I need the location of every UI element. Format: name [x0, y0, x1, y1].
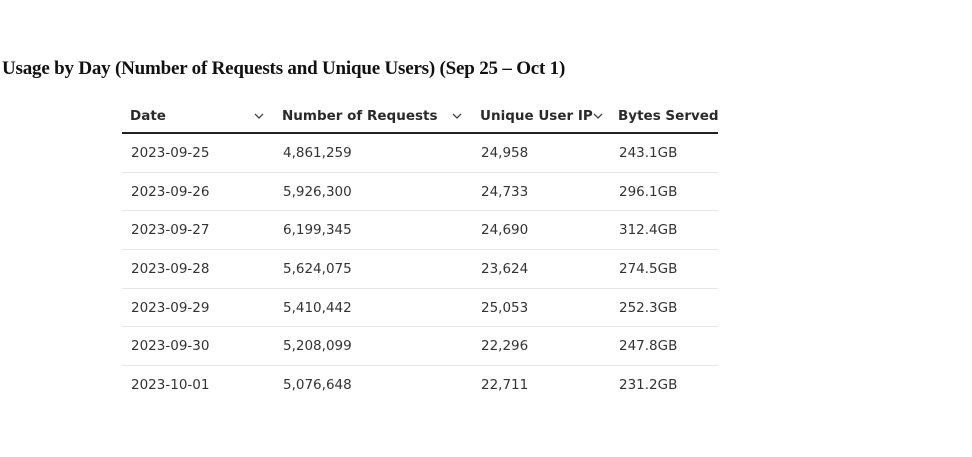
cell-unique-ip: 24,958: [481, 144, 529, 161]
column-header-label: Unique User IP: [480, 108, 593, 124]
table-body: 2023-09-25 4,861,259 24,958 243.1GB 2023…: [122, 134, 718, 404]
cell-date: 2023-09-25: [131, 144, 210, 161]
cell-requests: 6,199,345: [283, 222, 352, 239]
cell-date: 2023-10-01: [131, 376, 210, 393]
cell-bytes: 243.1GB: [619, 144, 678, 161]
column-header-requests[interactable]: Number of Requests: [274, 108, 472, 124]
cell-date: 2023-09-29: [131, 299, 210, 316]
column-header-label: Bytes Served: [618, 108, 719, 124]
usage-table: Date Number of Requests Unique User IP B…: [122, 100, 719, 404]
cell-unique-ip: 22,296: [481, 338, 529, 355]
cell-date: 2023-09-27: [131, 222, 210, 239]
table-row: 2023-10-01 5,076,648 22,711 231.2GB: [122, 366, 718, 404]
cell-unique-ip: 25,053: [481, 299, 529, 316]
cell-date: 2023-09-30: [131, 338, 210, 355]
table-row: 2023-09-26 5,926,300 24,733 296.1GB: [122, 173, 718, 212]
table-header: Date Number of Requests Unique User IP B…: [122, 100, 719, 134]
cell-requests: 5,076,648: [283, 376, 352, 393]
cell-requests: 5,410,442: [283, 299, 352, 316]
table-row: 2023-09-25 4,861,259 24,958 243.1GB: [122, 134, 718, 173]
cell-requests: 5,624,075: [283, 260, 352, 277]
chevron-down-icon[interactable]: [254, 113, 264, 119]
column-header-bytes[interactable]: Bytes Served: [610, 108, 719, 124]
table-row: 2023-09-29 5,410,442 25,053 252.3GB: [122, 289, 718, 328]
cell-bytes: 252.3GB: [619, 299, 678, 316]
table-row: 2023-09-28 5,624,075 23,624 274.5GB: [122, 250, 718, 289]
cell-unique-ip: 22,711: [481, 376, 529, 393]
cell-bytes: 231.2GB: [619, 376, 678, 393]
table-row: 2023-09-30 5,208,099 22,296 247.8GB: [122, 327, 718, 367]
cell-unique-ip: 23,624: [481, 260, 529, 277]
cell-bytes: 296.1GB: [619, 183, 678, 200]
cell-date: 2023-09-26: [131, 183, 210, 200]
cell-bytes: 247.8GB: [619, 338, 678, 355]
chevron-down-icon[interactable]: [593, 113, 603, 119]
cell-requests: 5,208,099: [283, 338, 352, 355]
cell-bytes: 274.5GB: [619, 260, 678, 277]
cell-requests: 5,926,300: [283, 183, 352, 200]
chevron-down-icon[interactable]: [452, 113, 462, 119]
cell-bytes: 312.4GB: [619, 222, 678, 239]
cell-date: 2023-09-28: [131, 260, 210, 277]
cell-requests: 4,861,259: [283, 144, 352, 161]
column-header-label: Number of Requests: [282, 108, 438, 124]
table-row: 2023-09-27 6,199,345 24,690 312.4GB: [122, 211, 718, 251]
cell-unique-ip: 24,690: [481, 222, 529, 239]
column-header-label: Date: [130, 108, 166, 124]
page-title: Usage by Day (Number of Requests and Uni…: [2, 58, 566, 79]
column-header-unique-ip[interactable]: Unique User IP: [472, 108, 610, 124]
cell-unique-ip: 24,733: [481, 183, 529, 200]
column-header-date[interactable]: Date: [122, 108, 274, 124]
